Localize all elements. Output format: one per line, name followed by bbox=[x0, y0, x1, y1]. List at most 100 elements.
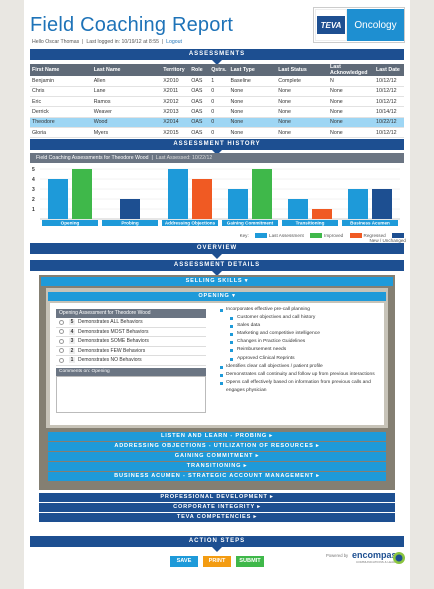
encompass-logo: encompass bbox=[352, 550, 402, 560]
table-row[interactable]: Chris Lane X2011 OAS 0 None None None 10/12/12 bbox=[30, 86, 404, 98]
rating-option[interactable]: 5 Demonstrates ALL Behaviors bbox=[56, 318, 206, 328]
save-button[interactable]: SAVE bbox=[170, 556, 198, 567]
table-row[interactable]: Theodore Wood X2014 OAS 0 None None None 10/22/1… bbox=[30, 117, 404, 128]
table-cell: Gloria bbox=[30, 127, 92, 139]
rating-radio[interactable] bbox=[59, 348, 64, 354]
chart-title: Field Coaching Assessments for Theodore … bbox=[36, 155, 149, 161]
column-header[interactable]: Last Date bbox=[374, 64, 404, 76]
skill-section-band[interactable]: LISTEN AND LEARN - PROBING ▸ bbox=[48, 432, 386, 441]
table-cell: 0 bbox=[209, 96, 229, 108]
table-row[interactable]: Gloria Myers X2015 OAS 0 None None None 10/12/12 bbox=[30, 127, 404, 139]
column-header[interactable]: Territory bbox=[161, 64, 190, 76]
rating-radio[interactable] bbox=[59, 338, 64, 344]
print-button[interactable]: PRINT bbox=[203, 556, 231, 567]
submit-button[interactable]: SUBMIT bbox=[236, 556, 264, 567]
rating-radio[interactable] bbox=[59, 357, 64, 363]
table-cell: OAS bbox=[189, 76, 210, 87]
table-cell: None bbox=[328, 117, 374, 128]
assessments-band[interactable]: ASSESSMENTS bbox=[30, 49, 404, 60]
behavior-item: Customer objectives and call history bbox=[220, 314, 380, 322]
table-cell: OAS bbox=[189, 117, 210, 128]
action-steps-band[interactable]: ACTION STEPS bbox=[30, 536, 404, 547]
table-cell: X2015 bbox=[161, 127, 190, 139]
competency-section-label: CORPORATE INTEGRITY bbox=[173, 504, 255, 510]
rating-option[interactable]: 2 Demonstrates FEW Behaviors bbox=[56, 347, 206, 356]
chart-bar bbox=[312, 209, 332, 219]
assessment-history-chart: 1 2 3 4 5 Opening Probing Addressing Objections… bbox=[30, 163, 404, 245]
rating-label: Demonstrates ALL Behaviors bbox=[78, 319, 143, 326]
competency-section-band[interactable]: PROFESSIONAL DEVELOPMENT ▸ bbox=[39, 493, 395, 502]
table-cell: Allen bbox=[91, 76, 162, 87]
rating-options: 5 Demonstrates ALL Behaviors 4 Demonstrates… bbox=[56, 318, 206, 366]
x-tick-label: Probing bbox=[121, 221, 139, 226]
rating-option[interactable]: 1 Demonstrates NO Behaviors bbox=[56, 356, 206, 366]
skill-section-band[interactable]: BUSINESS ACUMEN - STRATEGIC ACCOUNT MANA… bbox=[48, 472, 386, 481]
x-tick-label: Opening bbox=[61, 221, 80, 226]
table-cell: 0 bbox=[209, 106, 229, 118]
rating-number: 1 bbox=[69, 357, 75, 364]
table-cell: None bbox=[276, 106, 329, 118]
chart-legend: Key: Last Assessment Improved Regressed … bbox=[236, 233, 406, 243]
y-tick-label: 4 bbox=[32, 177, 35, 183]
table-cell: 0 bbox=[209, 86, 229, 98]
chart-bar bbox=[252, 169, 272, 219]
legend-swatch-regressed bbox=[349, 233, 362, 239]
teva-logo: TEVA bbox=[315, 9, 347, 41]
oncology-badge: Oncology bbox=[347, 9, 404, 41]
table-cell: 10/12/12 bbox=[374, 86, 404, 98]
behavior-item: Marketing and competitive intelligence bbox=[220, 330, 380, 338]
legend-new: New / Unchanged bbox=[369, 238, 406, 244]
behavior-item: Opens call effectively based on informat… bbox=[220, 379, 380, 395]
chart-header: Field Coaching Assessments for Theodore … bbox=[30, 153, 404, 163]
column-header[interactable]: Qstrs. bbox=[209, 64, 229, 76]
table-cell: 10/12/12 bbox=[374, 76, 404, 87]
assessment-details-band[interactable]: ASSESSMENT DETAILS bbox=[30, 260, 404, 271]
skill-section-band[interactable]: GAINING COMMITMENT ▸ bbox=[48, 452, 386, 461]
column-header[interactable]: Role bbox=[189, 64, 210, 76]
table-cell: 1 bbox=[209, 76, 229, 87]
competency-section-band[interactable]: CORPORATE INTEGRITY ▸ bbox=[39, 503, 395, 512]
rating-radio[interactable] bbox=[59, 329, 64, 335]
table-cell: OAS bbox=[189, 96, 210, 108]
category-label-bg bbox=[222, 220, 278, 226]
opening-band[interactable]: OPENING ▾ bbox=[48, 292, 386, 301]
table-cell: None bbox=[328, 96, 374, 108]
column-header[interactable]: Last Type bbox=[228, 64, 277, 76]
skill-section-label: TRANSITIONING bbox=[186, 463, 242, 469]
table-row[interactable]: Benjamin Allen X2010 OAS 1 Baseline Complete N 1… bbox=[30, 76, 404, 87]
skill-section-band[interactable]: ADDRESSING OBJECTIONS - UTILIZATION OF R… bbox=[48, 442, 386, 451]
behavior-item: Incorporates effective pre-call planning bbox=[220, 306, 380, 314]
behavior-item: Approved Clinical Reprints bbox=[220, 355, 380, 363]
rating-number: 4 bbox=[69, 328, 75, 335]
column-header[interactable]: Last Status bbox=[276, 64, 329, 76]
assessment-history-band[interactable]: ASSESSMENT HISTORY bbox=[30, 139, 404, 150]
table-row[interactable]: Derrick Weaver X2013 OAS 0 None None None 10/14/… bbox=[30, 106, 404, 118]
rating-label: Demonstrates MOST Behaviors bbox=[78, 328, 149, 335]
rating-radio[interactable] bbox=[59, 319, 64, 325]
chart-background bbox=[30, 163, 404, 245]
comments-textarea[interactable] bbox=[56, 376, 206, 413]
chart-bar bbox=[48, 179, 68, 219]
x-tick-label: Addressing Objections bbox=[165, 221, 216, 226]
skill-section-label: ADDRESSING OBJECTIONS - UTILIZATION OF R… bbox=[114, 443, 314, 449]
legend-swatch-improved bbox=[310, 233, 323, 239]
competency-section-band[interactable]: TEVA COMPETENCIES ▸ bbox=[39, 513, 395, 522]
x-tick-label: Transitioning bbox=[296, 221, 325, 226]
encompass-tagline: COMMUNICATIONS & LEARNING bbox=[356, 560, 403, 564]
rating-number: 2 bbox=[69, 347, 75, 354]
table-cell: X2013 bbox=[161, 106, 190, 118]
column-header[interactable]: Last Acknowledged bbox=[328, 64, 374, 76]
selling-skills-band[interactable]: SELLING SKILLS ▾ bbox=[41, 277, 393, 286]
rating-option[interactable]: 3 Demonstrates SOME Behaviors bbox=[56, 337, 206, 347]
x-tick-label: Gaining Commitment bbox=[227, 221, 274, 226]
rating-option[interactable]: 4 Demonstrates MOST Behaviors bbox=[56, 328, 206, 337]
table-row[interactable]: Eric Ramos X2012 OAS 0 None None None 10/12/12 bbox=[30, 96, 404, 108]
column-header[interactable]: Last Name bbox=[91, 64, 162, 76]
column-header[interactable]: First Name bbox=[30, 64, 92, 76]
logout-link[interactable]: Logout bbox=[166, 39, 182, 45]
table-cell: N bbox=[328, 76, 374, 87]
overview-band[interactable]: OVERVIEW bbox=[30, 243, 404, 254]
table-cell: 10/12/12 bbox=[374, 127, 404, 139]
skill-section-band[interactable]: TRANSITIONING ▸ bbox=[48, 462, 386, 471]
behavior-item: Sales data bbox=[220, 322, 380, 330]
